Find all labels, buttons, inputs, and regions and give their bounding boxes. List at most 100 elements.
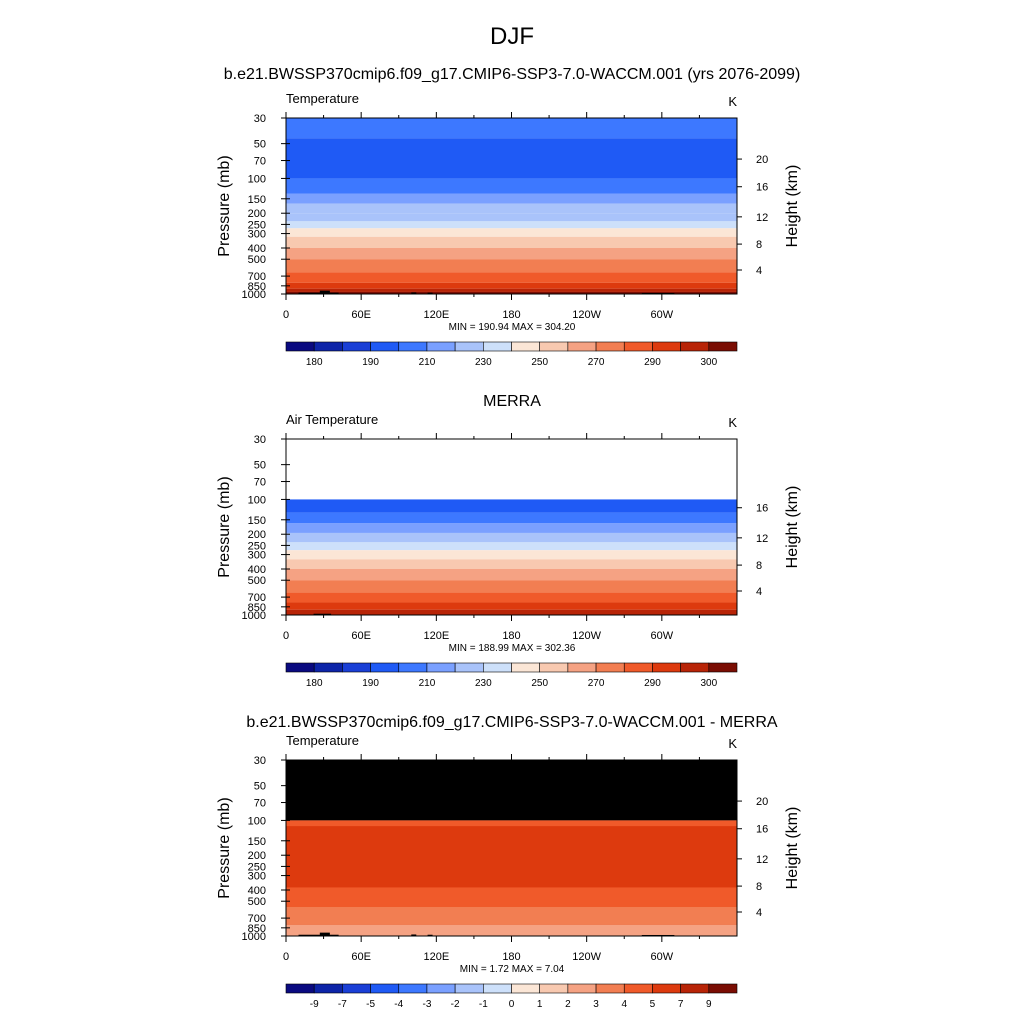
colorbar-label: 4: [621, 999, 627, 1010]
colorbar-swatch: [454, 662, 484, 673]
missing-region-4: [641, 292, 675, 294]
colorbar-swatch: [370, 341, 400, 352]
level-band-8: [286, 236, 737, 249]
heatmap-field: [286, 118, 737, 294]
pressure-tick-label: 70: [254, 477, 266, 489]
colorbar-label: 290: [644, 678, 661, 689]
colorbar-label: 180: [306, 678, 323, 689]
colorbar-swatch: [370, 983, 400, 994]
level-band-10: [286, 592, 737, 603]
height-tick-label: 16: [756, 824, 768, 836]
pressure-tick-label: 300: [248, 550, 266, 562]
pressure-axis-title: Pressure (mb): [216, 476, 233, 577]
colorbar-label: 230: [475, 678, 492, 689]
panel-3: 3050701001502002503004005007008501000481…: [216, 714, 801, 1010]
height-tick-label: 12: [756, 212, 768, 224]
pressure-axis-title: Pressure (mb): [216, 797, 233, 898]
level-band-3: [286, 523, 737, 533]
pressure-tick-label: 150: [248, 836, 266, 848]
height-axis-title: Height (km): [784, 165, 801, 248]
colorbar-swatch: [511, 983, 540, 994]
colorbar-swatch: [567, 341, 597, 352]
colorbar: 180 190 210 230 250 270 290 300: [285, 341, 738, 368]
level-band-1: [286, 138, 737, 179]
level-band-14: [286, 291, 737, 294]
missing-region-0: [298, 292, 339, 294]
diff-band-3: [286, 924, 737, 936]
height-tick-label: 16: [756, 182, 768, 194]
level-band-4: [286, 532, 737, 543]
colorbar-swatch: [313, 983, 343, 994]
pressure-tick-label: 100: [248, 494, 266, 506]
missing-region-1: [319, 290, 330, 294]
level-band-12: [286, 609, 737, 615]
colorbar-swatch: [398, 983, 428, 994]
figure-subtitle: b.e21.BWSSP370cmip6.f09_g17.CMIP6-SSP3-7…: [224, 66, 801, 83]
pressure-tick-label: 250: [248, 861, 266, 873]
colorbar-label: 210: [419, 678, 436, 689]
panel-left-label: Temperature: [286, 91, 359, 106]
pressure-tick-label: 400: [248, 885, 266, 897]
colorbar-swatch: [342, 341, 371, 352]
colorbar-swatch: [285, 662, 315, 673]
diff-band-1: [286, 887, 737, 907]
pressure-tick-label: 500: [248, 575, 266, 587]
lon-tick-label: 120E: [423, 630, 449, 642]
missing-region-1: [319, 932, 330, 936]
lon-tick-label: 60E: [351, 309, 371, 321]
lon-tick-label: 0: [283, 309, 289, 321]
colorbar-swatch: [483, 341, 512, 352]
lon-tick-label: 60W: [651, 951, 674, 963]
missing-region-0: [298, 934, 339, 936]
panel-2: 3050701001502002503004005007008501000481…: [216, 393, 801, 689]
colorbar-swatch: [454, 341, 484, 352]
level-band-6: [286, 550, 737, 560]
colorbar-label: 210: [419, 357, 436, 368]
panel-stats: MIN = 188.99 MAX = 302.36: [449, 643, 576, 654]
colorbar-swatch: [680, 983, 710, 994]
missing-region-0: [313, 613, 332, 615]
level-band-0: [286, 760, 737, 821]
colorbar-swatch: [342, 983, 371, 994]
level-band-0: [286, 439, 737, 500]
pressure-tick-label: 1000: [242, 289, 266, 301]
colorbar-swatch: [285, 341, 315, 352]
colorbar-swatch: [511, 341, 540, 352]
pressure-tick-label: 50: [254, 460, 266, 472]
level-band-1: [286, 499, 737, 513]
colorbar-swatch: [483, 983, 512, 994]
level-band-5: [286, 542, 737, 551]
colorbar-swatch: [595, 662, 625, 673]
colorbar-swatch: [285, 983, 315, 994]
colorbar-label: 3: [593, 999, 599, 1010]
height-tick-label: 20: [756, 154, 768, 166]
height-tick-label: 8: [756, 239, 762, 251]
lon-tick-label: 0: [283, 951, 289, 963]
colorbar-swatch: [539, 983, 569, 994]
panel-units: K: [728, 415, 737, 430]
colorbar-swatch: [342, 662, 371, 673]
colorbar-label: 190: [362, 678, 379, 689]
lon-tick-label: 60E: [351, 630, 371, 642]
pressure-tick-label: 1000: [242, 931, 266, 943]
height-tick-label: 12: [756, 854, 768, 866]
colorbar-swatch: [652, 662, 681, 673]
colorbar-label: 180: [306, 357, 323, 368]
panel-1: 3050701001502002503004005007008501000481…: [216, 91, 801, 368]
colorbar-swatch: [708, 983, 738, 994]
panel-stats: MIN = 1.72 MAX = 7.04: [460, 964, 565, 975]
lon-tick-label: 120E: [423, 309, 449, 321]
pressure-tick-label: 100: [248, 173, 266, 185]
pressure-tick-label: 250: [248, 540, 266, 552]
colorbar-label: 1: [537, 999, 543, 1010]
lon-tick-label: 180: [502, 951, 520, 963]
colorbar-swatch: [652, 983, 681, 994]
lon-tick-label: 60W: [651, 630, 674, 642]
lon-tick-label: 60W: [651, 309, 674, 321]
colorbar-swatch: [567, 983, 597, 994]
pressure-tick-label: 30: [254, 755, 266, 767]
pressure-tick-label: 30: [254, 113, 266, 125]
height-tick-label: 4: [756, 907, 762, 919]
pressure-tick-label: 300: [248, 229, 266, 241]
panel-units: K: [728, 94, 737, 109]
